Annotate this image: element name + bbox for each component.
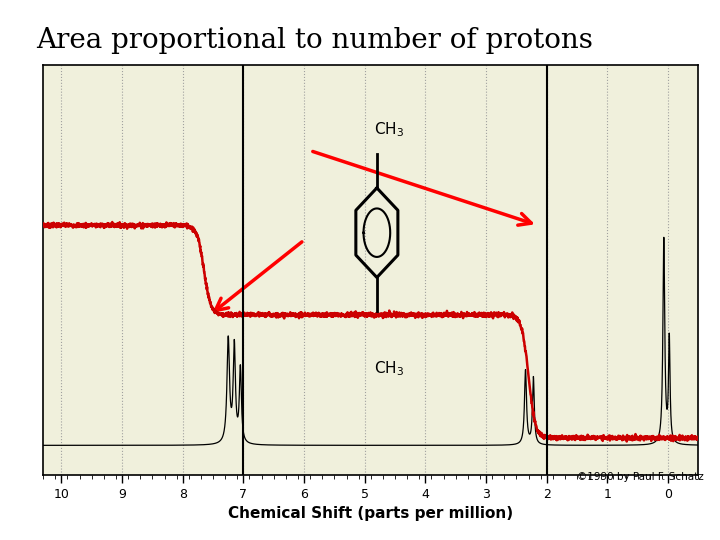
Text: ©1990 by Paul F. Schatz: ©1990 by Paul F. Schatz xyxy=(577,472,704,482)
X-axis label: Chemical Shift (parts per million): Chemical Shift (parts per million) xyxy=(228,505,513,521)
Text: Area proportional to number of protons: Area proportional to number of protons xyxy=(36,27,593,54)
Text: CH$_3$: CH$_3$ xyxy=(374,121,404,139)
Text: CH$_3$: CH$_3$ xyxy=(374,360,404,378)
